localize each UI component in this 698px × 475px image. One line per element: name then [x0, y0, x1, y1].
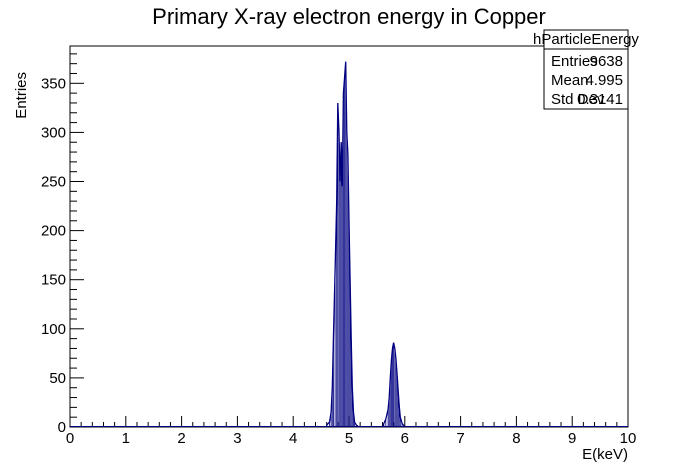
stats-box: hParticleEnergy Entries 9638 Mean 4.995 … — [533, 29, 639, 110]
stats-box-title: hParticleEnergy — [533, 31, 639, 48]
y-tick-label: 100 — [41, 321, 66, 338]
stats-mean-label: Mean — [551, 72, 589, 89]
x-tick-label: 5 — [345, 430, 353, 447]
x-tick-label: 4 — [289, 430, 297, 447]
y-tick-label: 150 — [41, 272, 66, 289]
x-axis-label: E(keV) — [582, 446, 628, 463]
stats-stddev-label: Std Dev — [551, 91, 605, 108]
x-tick-label: 3 — [233, 430, 241, 447]
stats-mean-value: 4.995 — [585, 72, 623, 89]
chart-title: Primary X-ray electron energy in Copper — [152, 4, 546, 29]
stats-entries-value: 9638 — [590, 53, 623, 70]
y-tick-label: 50 — [49, 370, 66, 387]
y-tick-label: 0 — [58, 419, 66, 436]
x-tick-label: 9 — [568, 430, 576, 447]
data-layer — [70, 61, 628, 428]
y-tick-label: 300 — [41, 124, 66, 141]
x-tick-label: 2 — [177, 430, 185, 447]
x-tick-label: 7 — [456, 430, 464, 447]
y-tick-label: 250 — [41, 174, 66, 191]
stats-box-frame — [543, 29, 629, 110]
stats-entries-label: Entries — [551, 53, 598, 70]
y-tick-label: 350 — [41, 75, 66, 92]
y-axis-label: Entries — [13, 72, 30, 119]
x-tick-label: 8 — [512, 430, 520, 447]
stats-stddev-value: 0.3141 — [577, 91, 623, 108]
histogram-series-line — [382, 342, 406, 428]
histogram-series-line — [326, 61, 360, 428]
x-tick-label: 1 — [122, 430, 130, 447]
y-tick-label: 200 — [41, 223, 66, 240]
x-tick-label: 10 — [620, 430, 637, 447]
x-tick-label: 6 — [401, 430, 409, 447]
x-tick-label: 0 — [66, 430, 74, 447]
